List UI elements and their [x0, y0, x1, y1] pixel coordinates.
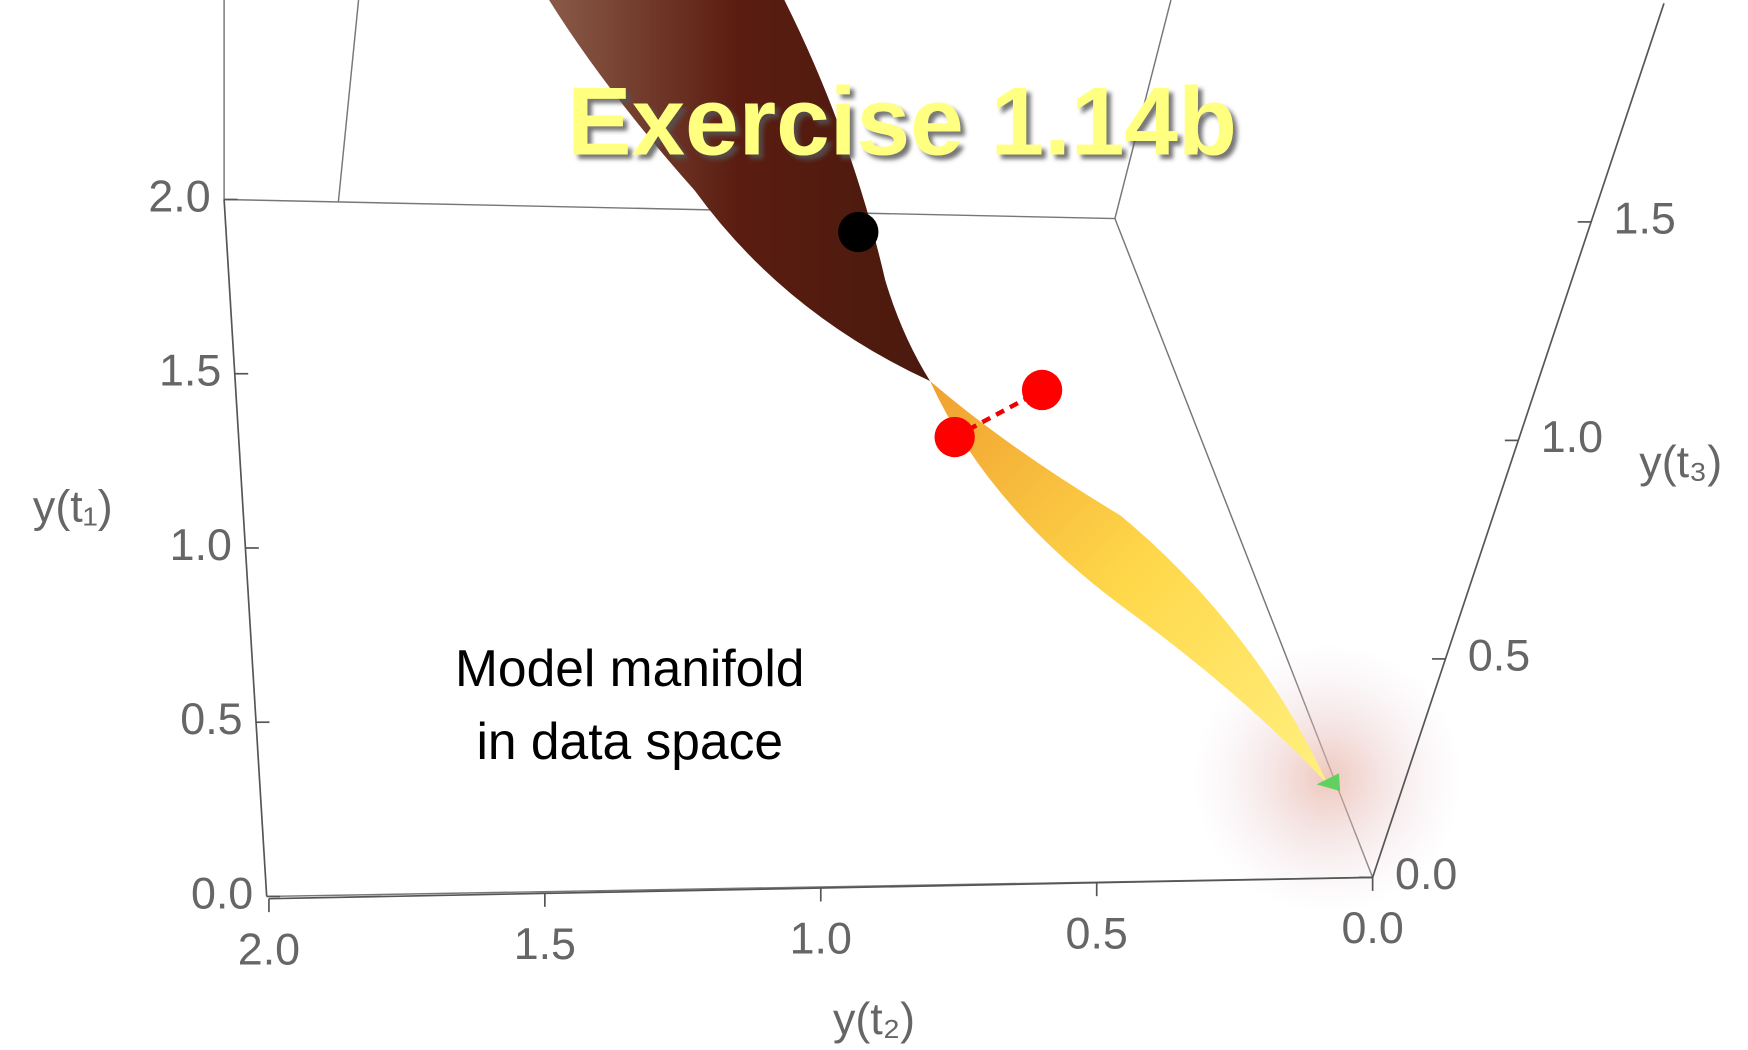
tick-label: 2.0: [148, 171, 210, 221]
tick-label: 2.0: [238, 924, 300, 974]
tick-label: 1.5: [514, 919, 576, 969]
tick-label: 1.0: [1541, 412, 1603, 462]
axis-label: y(t₁): [33, 482, 113, 532]
manifold: [549, 0, 930, 381]
annotation: in data space: [476, 712, 783, 770]
page: Exercise 1.14b Model manifold in data sp…: [0, 0, 1748, 1050]
tick-label: 0.0: [191, 868, 253, 918]
chart-title: Exercise 1.14b: [567, 68, 1237, 175]
chart: Exercise 1.14b Model manifold in data sp…: [0, 0, 1748, 1050]
tick-label: 0.5: [1468, 631, 1530, 681]
axis-label: y(t₃): [1639, 437, 1722, 487]
point: [935, 417, 975, 457]
tick-label: 1.0: [170, 520, 232, 570]
annotation: Model manifold: [455, 639, 804, 697]
tick-label: 1.5: [159, 346, 221, 396]
manifold: [930, 381, 1328, 784]
box-edge: [338, 0, 358, 202]
axis-label: y(t₂): [833, 994, 915, 1044]
point: [838, 212, 878, 252]
point: [1022, 370, 1062, 410]
tick-label: 0.0: [1395, 849, 1457, 899]
tick-label: 0.0: [1341, 903, 1403, 953]
tick-label: 0.5: [180, 694, 242, 744]
tick-label: 1.5: [1614, 194, 1676, 244]
tick-label: 0.5: [1066, 908, 1128, 958]
tick-label: 1.0: [790, 914, 852, 964]
